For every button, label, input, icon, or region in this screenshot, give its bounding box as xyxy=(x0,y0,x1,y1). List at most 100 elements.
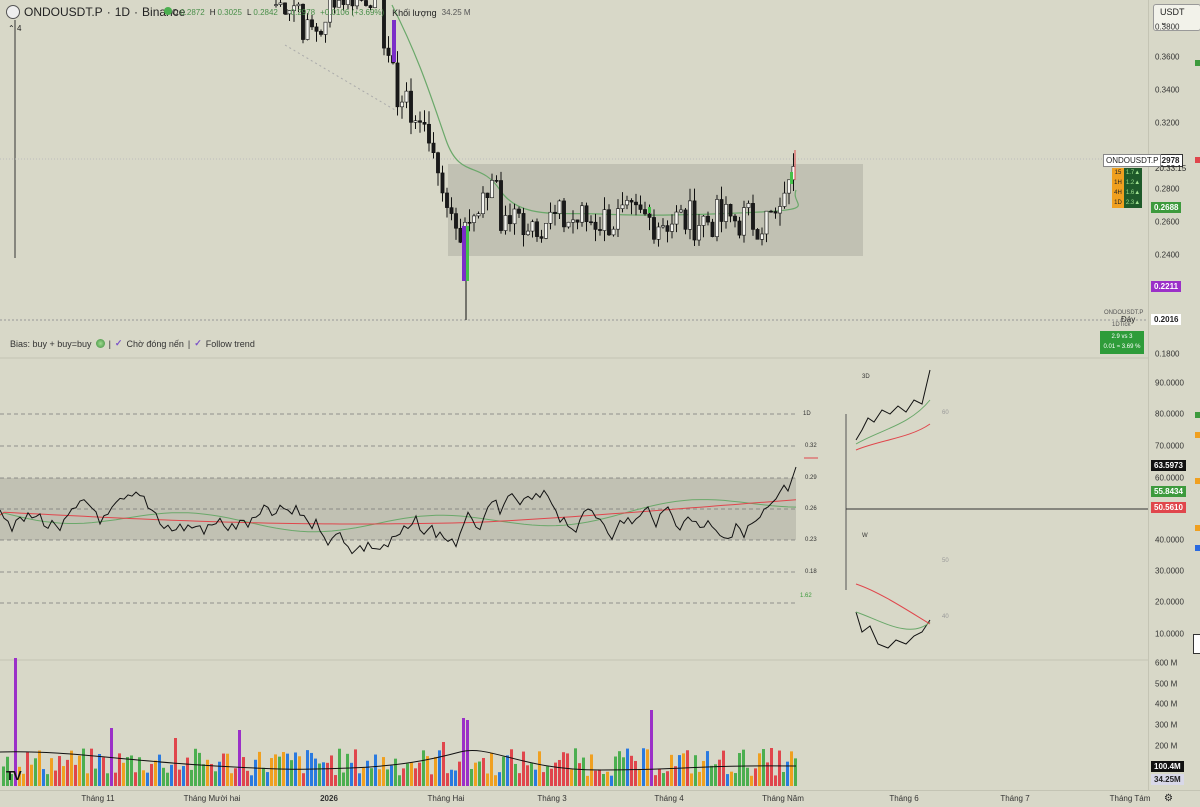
volume-bar xyxy=(774,775,777,786)
volume-bar xyxy=(366,761,369,786)
candle-body xyxy=(351,0,354,6)
collapse-count: 4 xyxy=(17,24,21,33)
candle-body xyxy=(666,226,669,232)
volume-bar xyxy=(522,752,525,786)
candle-body xyxy=(400,102,403,107)
mini-w-red xyxy=(856,584,930,624)
osc-label-032: 0.32 xyxy=(805,443,817,449)
volume-bar xyxy=(398,775,401,786)
volume-bar xyxy=(526,765,529,786)
volume-bar xyxy=(74,765,77,786)
candle-body xyxy=(634,202,637,205)
candle-body xyxy=(607,210,610,235)
volume-bar xyxy=(586,776,589,786)
vol-last-tag: 34.25M xyxy=(1151,774,1184,785)
candle-highlight xyxy=(648,207,651,213)
volume-bar xyxy=(534,770,537,786)
volume-bar xyxy=(786,762,789,786)
volume-bar xyxy=(630,756,633,786)
time-tick: Tháng 11 xyxy=(81,794,114,803)
candle-body xyxy=(450,208,453,214)
volume-bar xyxy=(342,773,345,786)
volume-bar xyxy=(334,775,337,786)
wait-close-label[interactable]: Chờ đóng nến xyxy=(126,339,183,349)
price-axis[interactable]: USDT ⌄ 0.3800 0.3600 0.3400 0.3200 0.280… xyxy=(1148,0,1200,790)
candle-body xyxy=(319,31,322,34)
volume-bar xyxy=(314,759,317,786)
price-tick: 0.1800 xyxy=(1155,350,1179,359)
time-tick: Tháng Hai xyxy=(428,794,465,803)
volume-bar xyxy=(758,753,761,786)
volume-bar xyxy=(430,774,433,786)
volume-bar xyxy=(350,763,353,786)
candle-body xyxy=(396,63,399,107)
volume-bar xyxy=(510,749,513,786)
volume-bar xyxy=(558,760,561,786)
volume-bar xyxy=(790,751,793,786)
osc-label-029: 0.29 xyxy=(805,475,817,481)
mtf-val: 1.6▲ xyxy=(1124,188,1142,198)
volume-bar xyxy=(674,766,677,786)
candle-highlight xyxy=(462,226,466,281)
candle-body xyxy=(405,91,408,102)
ma-price-tag: 0.2688 xyxy=(1151,202,1181,213)
edge-marker xyxy=(1195,478,1200,484)
candle-body xyxy=(643,209,646,213)
symbol-name[interactable]: ONDOUSDT.P xyxy=(24,5,103,19)
mini-3d-green xyxy=(856,400,930,444)
mtf-tf: 15 xyxy=(1112,168,1124,178)
candle-body xyxy=(333,0,336,7)
candle-body xyxy=(688,201,691,229)
edge-marker xyxy=(1195,60,1200,66)
time-tick: Tháng 7 xyxy=(1000,794,1029,803)
candle-body xyxy=(486,193,489,198)
candle-body xyxy=(423,122,426,124)
candle-body xyxy=(481,193,484,214)
interval[interactable]: 1D xyxy=(115,5,130,19)
volume-bar xyxy=(170,765,173,786)
indicator-legend[interactable]: Bias: buy + buy=buy | ✓ Chờ đóng nến | ✓… xyxy=(10,338,255,349)
volume-bar xyxy=(338,749,341,786)
candle-body xyxy=(711,222,714,237)
low-price-tag: 0.2211 xyxy=(1151,281,1181,292)
candle-body xyxy=(531,222,534,231)
mini-3d-red xyxy=(856,424,930,450)
volume-bar xyxy=(650,710,653,786)
mini-tick-40: 40 xyxy=(942,614,949,620)
osc-tick: 40.0000 xyxy=(1155,536,1184,545)
candle-body xyxy=(661,226,664,227)
chart-area[interactable]: ONDOUSDT.P · 1D · Binance O0.2872 H0.302… xyxy=(0,0,1148,790)
volume-bar xyxy=(42,769,45,786)
volume-value: 34.25 M xyxy=(442,8,471,18)
follow-trend-label[interactable]: Follow trend xyxy=(206,339,255,349)
volume-bar xyxy=(470,769,473,786)
panel-w-label: W xyxy=(862,533,868,539)
collapse-toggle[interactable]: ⌃ 4 xyxy=(8,24,21,33)
volume-bar xyxy=(482,758,485,786)
chart-canvas[interactable] xyxy=(0,0,1148,790)
volume-bar xyxy=(662,773,665,786)
candle-body xyxy=(432,143,435,153)
volume-bar xyxy=(62,766,65,786)
edge-marker xyxy=(1195,525,1200,531)
vol-tick: 600 M xyxy=(1155,659,1177,668)
bias-label: Bias: buy + buy=buy xyxy=(10,339,92,349)
mtf-val: 1.2▲ xyxy=(1124,178,1142,188)
time-axis[interactable]: Tháng 11 Tháng Mười hai 2026 Tháng Hai T… xyxy=(0,790,1200,807)
candle-body xyxy=(414,121,417,123)
volume-bar xyxy=(690,773,693,786)
tradingview-logo[interactable]: TV xyxy=(6,768,21,783)
price-tick: 0.3600 xyxy=(1155,53,1179,62)
candle-body xyxy=(774,212,777,214)
volume-bar xyxy=(474,763,477,786)
settings-gear-icon[interactable]: ⚙ xyxy=(1164,793,1173,804)
volume-bar xyxy=(402,768,405,786)
volume-bar xyxy=(278,757,281,786)
osc-tick: 70.0000 xyxy=(1155,442,1184,451)
osc-value-green: 55.8434 xyxy=(1151,486,1186,497)
volume-bar xyxy=(610,776,613,786)
edge-scroll-handle[interactable] xyxy=(1193,634,1200,654)
osc-label-023: 0.23 xyxy=(805,537,817,543)
vol-ma-tag: 100.4M xyxy=(1151,761,1184,772)
